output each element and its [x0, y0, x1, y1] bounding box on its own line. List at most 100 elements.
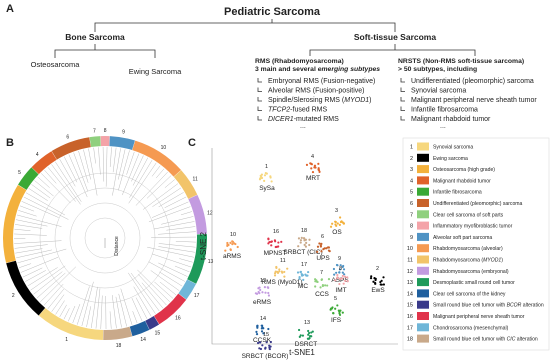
sample-point	[269, 175, 272, 178]
sample-point	[275, 245, 278, 248]
legend-number: 9	[410, 235, 413, 241]
branch	[59, 159, 76, 187]
cluster-number: 6	[321, 234, 324, 240]
branch	[51, 164, 81, 205]
branch	[100, 295, 103, 329]
legend-number: 12	[407, 269, 413, 275]
cluster-number: 3	[335, 208, 338, 214]
sample-point	[341, 274, 344, 278]
branch	[131, 298, 143, 322]
legend-swatch	[417, 153, 429, 162]
sample-point	[234, 242, 237, 246]
legend-number: 8	[410, 224, 413, 230]
ring-segment	[188, 194, 207, 235]
sample-point	[260, 176, 263, 179]
sample-point	[305, 163, 309, 166]
bullet	[257, 87, 262, 92]
legend-swatch	[417, 221, 429, 230]
sample-point	[258, 347, 261, 350]
scatter: 1 SySa 4 MRT 3 OS 10 aRMS 16 MPNST 18 SRBCT (CIC) 6 U…	[223, 154, 385, 360]
sample-point	[339, 264, 342, 267]
branch-arc	[54, 187, 156, 289]
legend-label: Clear cell sarcoma of soft parts	[433, 212, 504, 218]
branch	[164, 179, 175, 188]
branch	[55, 161, 82, 202]
sample-point	[334, 307, 337, 310]
cluster-name: EwS	[371, 287, 385, 294]
branch	[44, 169, 57, 184]
sample-point	[344, 279, 347, 282]
sample-point	[298, 276, 301, 279]
list-item: Spindle/Slerosing RMS (MYOD1)	[268, 97, 372, 104]
sample-point	[260, 330, 264, 333]
cluster-name: UPS	[316, 255, 330, 262]
branch	[148, 261, 186, 282]
branch	[28, 188, 48, 201]
sample-point	[298, 335, 301, 338]
ring-segment	[6, 260, 46, 316]
sample-point	[333, 273, 336, 276]
branch	[14, 244, 48, 249]
sample-point	[305, 274, 308, 277]
sample-point	[267, 238, 270, 241]
branch	[30, 265, 66, 291]
cluster-name: OS	[332, 229, 342, 236]
group-subtitle: > 50 subtypes, including	[398, 66, 477, 73]
sample-point	[300, 236, 303, 239]
branch-arc	[39, 172, 171, 304]
sample-point	[327, 278, 331, 281]
sample-point	[324, 284, 327, 287]
bullet	[257, 116, 262, 121]
branch	[128, 272, 156, 314]
branch	[14, 224, 43, 229]
sample-point	[307, 270, 310, 274]
list-item: Malignant peripheral nerve sheath tumor	[411, 97, 537, 104]
sample-point	[335, 271, 338, 274]
branch	[166, 226, 196, 231]
sample-point	[319, 245, 323, 248]
ring-label: 15	[155, 330, 161, 336]
branch	[158, 262, 188, 277]
legend-swatch	[417, 187, 429, 196]
legend-label: Alveolar soft part sarcoma	[433, 235, 492, 241]
legend-label: Clear cell sarcoma of the kidney	[433, 291, 506, 297]
list-item: Undifferentiated (pleomorphic) sarcoma	[411, 78, 534, 85]
sample-point	[255, 292, 259, 295]
sample-point	[339, 220, 343, 224]
sample-point	[267, 294, 271, 297]
sample-point	[267, 286, 270, 289]
cluster-name: CCSK	[253, 337, 272, 344]
sample-point	[338, 268, 342, 271]
cluster-number: 15	[263, 332, 269, 338]
legend-label: Desmoplastic small round cell tumor	[433, 280, 515, 286]
cluster-name: MRT	[306, 175, 320, 182]
sample-point	[256, 341, 260, 345]
sample-point	[346, 280, 349, 283]
branch	[158, 243, 196, 248]
sample-point	[303, 239, 306, 242]
sample-point	[314, 278, 317, 281]
branch	[137, 273, 167, 306]
cluster-name: SRBCT (CIC)	[283, 249, 322, 256]
legend-swatch	[417, 323, 429, 332]
legend-label: Ewing sarcoma	[433, 156, 468, 162]
panel-label: A	[6, 3, 14, 15]
cluster-name: CCS	[315, 291, 329, 298]
sample-point	[260, 173, 264, 176]
branch	[135, 297, 148, 319]
sample-point	[329, 225, 333, 228]
list-item: Embryonal RMS (Fusion-negative)	[268, 78, 375, 85]
sample-point	[323, 247, 326, 250]
branch	[126, 151, 135, 175]
legend-label: Rhabdomyosarcoma (embryonal)	[433, 269, 509, 275]
ring-segment	[38, 308, 104, 340]
sample-point	[311, 330, 314, 333]
cluster-name: MC	[298, 283, 308, 290]
branch	[146, 175, 172, 199]
legend-label: Synovial sarcoma	[433, 145, 473, 151]
legend-swatch	[417, 289, 429, 298]
branch	[102, 147, 105, 182]
sample-point	[320, 250, 323, 253]
sample-point	[258, 286, 261, 289]
sample-point	[342, 268, 346, 271]
